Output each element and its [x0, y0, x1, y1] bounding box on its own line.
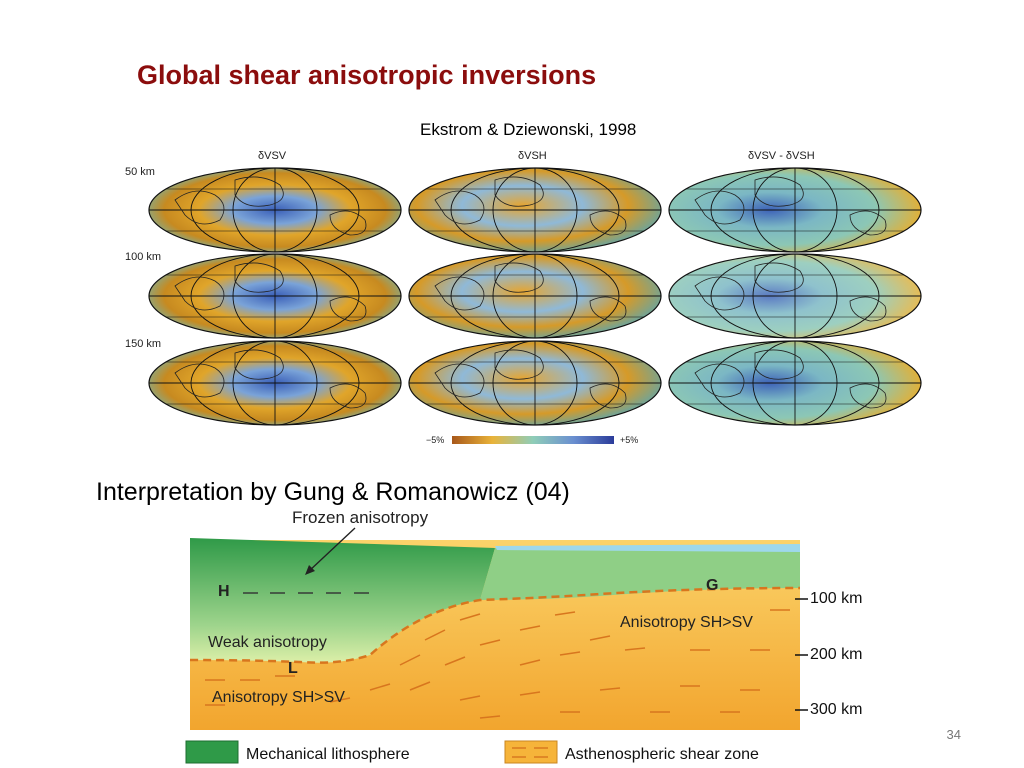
map-depth-label-150: 150 km: [125, 338, 162, 350]
map-column-label-vsv: δVSV: [258, 150, 287, 162]
legend-label-asthenosphere: Asthenospheric shear zone: [565, 746, 759, 763]
map-depth-label-50: 50 km: [125, 166, 155, 178]
map-vsv-50km: [148, 167, 402, 253]
label-h: H: [218, 583, 230, 600]
oceanic-lithosphere: [480, 548, 800, 600]
map-depth-label-100: 100 km: [125, 251, 162, 263]
label-weak-anisotropy: Weak anisotropy: [208, 634, 327, 651]
label-anisotropy-left: Anisotropy SH>SV: [212, 689, 345, 706]
label-anisotropy-right: Anisotropy SH>SV: [620, 614, 753, 631]
map-vsh-50km: [408, 167, 662, 253]
color-scale-max-label: +5%: [620, 435, 639, 445]
map-vsv-100km: [148, 253, 402, 339]
map-diff-100km: [668, 253, 922, 339]
continental-lithosphere: [190, 538, 495, 663]
depth-tick-300km: 300 km: [810, 701, 863, 718]
map-column-label-vsh: δVSH: [518, 150, 547, 162]
depth-tick-marks: [795, 598, 808, 711]
interpretation-heading: Interpretation by Gung & Romanowicz (04): [96, 478, 570, 506]
frozen-anisotropy-callout: Frozen anisotropy: [292, 508, 429, 527]
map-vsh-100km: [408, 253, 662, 339]
legend-label-lithosphere: Mechanical lithosphere: [246, 746, 410, 763]
map-diff-150km: [668, 340, 922, 426]
callout-arrow: [307, 527, 356, 573]
ocean-layer: [495, 544, 800, 552]
color-scale-bar: [452, 436, 614, 444]
map-vsv-150km: [148, 340, 402, 426]
lithosphere-boundary: [189, 586, 801, 664]
map-vsh-150km: [408, 340, 662, 426]
label-l: L: [288, 660, 298, 677]
slide-title: Global shear anisotropic inversions: [137, 60, 597, 90]
anisotropy-map-grid: [148, 167, 922, 444]
shear-dashes: [205, 609, 790, 719]
legend-swatch-asthenosphere: [504, 740, 558, 764]
color-scale-min-label: −5%: [426, 435, 445, 445]
legend-swatch-lithosphere: [185, 740, 239, 764]
map-column-label-diff: δVSV - δVSH: [748, 150, 815, 162]
slide-number: 34: [946, 727, 961, 742]
depth-tick-200km: 200 km: [810, 646, 863, 663]
depth-tick-100km: 100 km: [810, 590, 863, 607]
map-diff-50km: [668, 167, 922, 253]
label-g: G: [706, 577, 719, 594]
citation: Ekstrom & Dziewonski, 1998: [420, 120, 637, 139]
